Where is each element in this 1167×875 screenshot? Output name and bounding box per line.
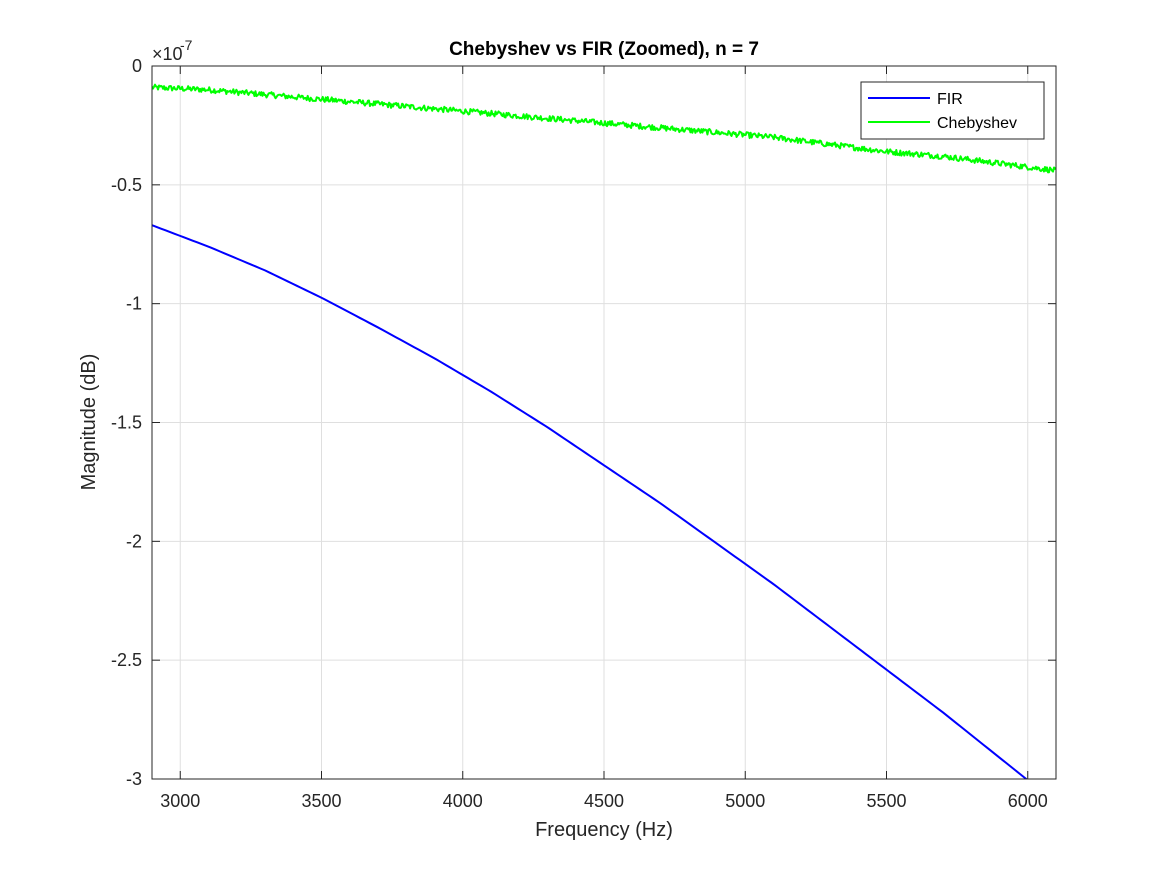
legend-box — [860, 81, 1045, 140]
x-axis-label: Frequency (Hz) — [535, 819, 673, 841]
legend-label-fir: FIR — [937, 91, 963, 108]
y-tick-label: -2.5 — [111, 650, 142, 670]
legend-label-chebyshev: Chebyshev — [937, 115, 1017, 132]
ticks — [152, 65, 1056, 780]
y-tick-label: -1.5 — [111, 413, 142, 433]
legend: FIR Chebyshev — [860, 81, 1045, 140]
y-tick-labels: 0 -0.5 -1 -1.5 -2 -2.5 -3 — [111, 56, 142, 789]
x-tick-label: 3000 — [160, 791, 200, 811]
y-exponent: ×10 -7 — [152, 37, 193, 64]
x-tick-labels: 3000 3500 4000 4500 5000 5500 6000 — [160, 791, 1048, 811]
y-tick-label: 0 — [132, 56, 142, 76]
series-line-chebyshev — [152, 83, 1056, 174]
x-tick-label: 3500 — [301, 791, 341, 811]
y-exponent-power: -7 — [180, 37, 193, 53]
x-tick-label: 6000 — [1008, 791, 1048, 811]
y-axis-label: Magnitude (dB) — [78, 354, 100, 491]
series-layer — [152, 83, 1056, 779]
y-tick-label: -1 — [126, 294, 142, 314]
x-tick-label: 4000 — [443, 791, 483, 811]
y-tick-label: -0.5 — [111, 175, 142, 195]
chart-title: Chebyshev vs FIR (Zoomed), n = 7 — [449, 39, 759, 60]
y-tick-label: -2 — [126, 531, 142, 551]
y-tick-label: -3 — [126, 769, 142, 789]
x-tick-label: 5000 — [725, 791, 765, 811]
y-exponent-base: ×10 — [152, 44, 183, 64]
series-line-fir — [152, 224, 1028, 779]
x-tick-label: 5500 — [866, 791, 906, 811]
x-tick-label: 4500 — [584, 791, 624, 811]
